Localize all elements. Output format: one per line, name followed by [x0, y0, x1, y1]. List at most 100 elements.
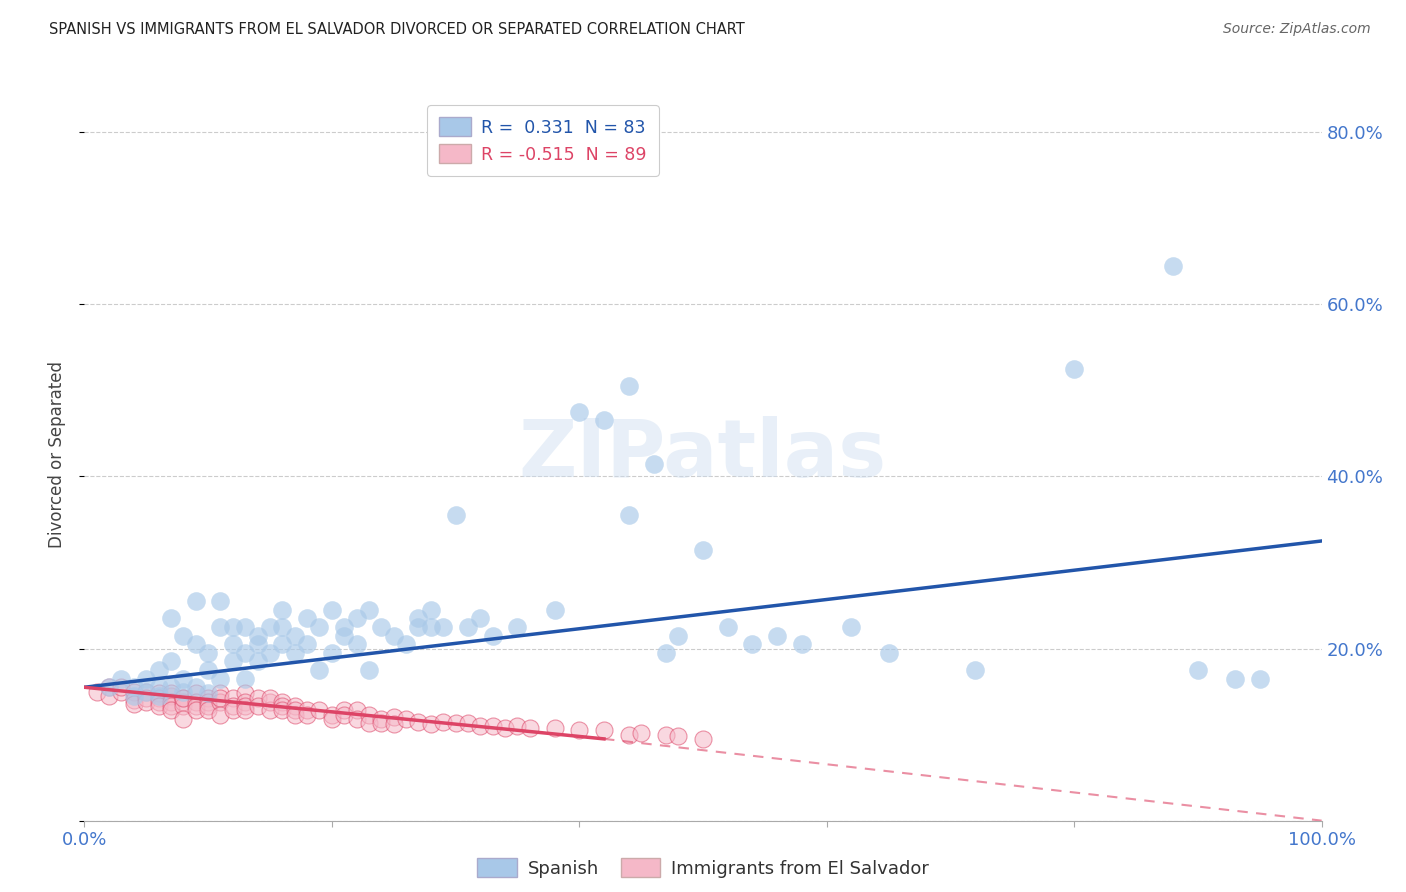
Point [357, 707, 380, 722]
Point [717, 620, 740, 634]
Point [209, 620, 232, 634]
Point [271, 695, 294, 709]
Point [184, 594, 207, 608]
Point [494, 721, 516, 735]
Point [148, 680, 170, 694]
Point [444, 716, 467, 731]
Point [135, 672, 157, 686]
Point [197, 686, 219, 700]
Point [284, 646, 307, 660]
Point [295, 637, 318, 651]
Point [666, 629, 689, 643]
Point [457, 716, 479, 731]
Point [148, 689, 170, 703]
Point [617, 379, 640, 393]
Point [160, 689, 183, 703]
Point [209, 672, 232, 686]
Point [333, 620, 356, 634]
Point [259, 690, 281, 705]
Point [284, 704, 307, 718]
Point [321, 712, 343, 726]
Point [568, 405, 591, 419]
Point [233, 672, 256, 686]
Point [655, 646, 678, 660]
Point [197, 695, 219, 709]
Point [259, 620, 281, 634]
Text: Source: ZipAtlas.com: Source: ZipAtlas.com [1223, 22, 1371, 37]
Point [357, 603, 380, 617]
Point [308, 704, 330, 718]
Point [692, 542, 714, 557]
Point [382, 629, 405, 643]
Point [209, 707, 232, 722]
Point [233, 704, 256, 718]
Point [419, 603, 441, 617]
Point [481, 719, 503, 733]
Point [321, 646, 343, 660]
Point [209, 695, 232, 709]
Point [197, 690, 219, 705]
Y-axis label: Divorced or Separated: Divorced or Separated [48, 361, 66, 549]
Point [86, 684, 108, 698]
Point [419, 717, 441, 731]
Point [160, 680, 183, 694]
Point [172, 712, 194, 726]
Point [222, 655, 245, 669]
Point [98, 680, 121, 694]
Point [408, 620, 430, 634]
Text: SPANISH VS IMMIGRANTS FROM EL SALVADOR DIVORCED OR SEPARATED CORRELATION CHART: SPANISH VS IMMIGRANTS FROM EL SALVADOR D… [49, 22, 745, 37]
Point [408, 714, 430, 729]
Point [197, 646, 219, 660]
Point [197, 704, 219, 718]
Point [419, 620, 441, 634]
Point [148, 690, 170, 705]
Point [346, 704, 368, 718]
Point [346, 712, 368, 726]
Point [184, 699, 207, 714]
Point [395, 712, 418, 726]
Point [346, 611, 368, 625]
Point [333, 707, 356, 722]
Point [790, 637, 813, 651]
Point [271, 637, 294, 651]
Point [395, 637, 418, 651]
Point [209, 594, 232, 608]
Point [617, 508, 640, 523]
Point [197, 663, 219, 677]
Point [246, 699, 269, 714]
Point [271, 603, 294, 617]
Point [284, 629, 307, 643]
Point [184, 637, 207, 651]
Point [692, 731, 714, 746]
Point [543, 603, 565, 617]
Point [233, 695, 256, 709]
Point [246, 690, 269, 705]
Point [122, 684, 145, 698]
Point [148, 663, 170, 677]
Point [172, 684, 194, 698]
Point [246, 637, 269, 651]
Point [766, 629, 789, 643]
Point [160, 695, 183, 709]
Point [184, 704, 207, 718]
Point [160, 699, 183, 714]
Point [346, 637, 368, 651]
Point [1223, 672, 1246, 686]
Point [233, 646, 256, 660]
Point [172, 690, 194, 705]
Point [233, 699, 256, 714]
Point [110, 680, 132, 694]
Point [444, 508, 467, 523]
Point [184, 686, 207, 700]
Point [284, 699, 307, 714]
Point [259, 646, 281, 660]
Point [135, 684, 157, 698]
Point [222, 637, 245, 651]
Point [148, 686, 170, 700]
Point [222, 620, 245, 634]
Point [382, 717, 405, 731]
Point [122, 693, 145, 707]
Point [1187, 663, 1209, 677]
Point [617, 728, 640, 742]
Point [172, 690, 194, 705]
